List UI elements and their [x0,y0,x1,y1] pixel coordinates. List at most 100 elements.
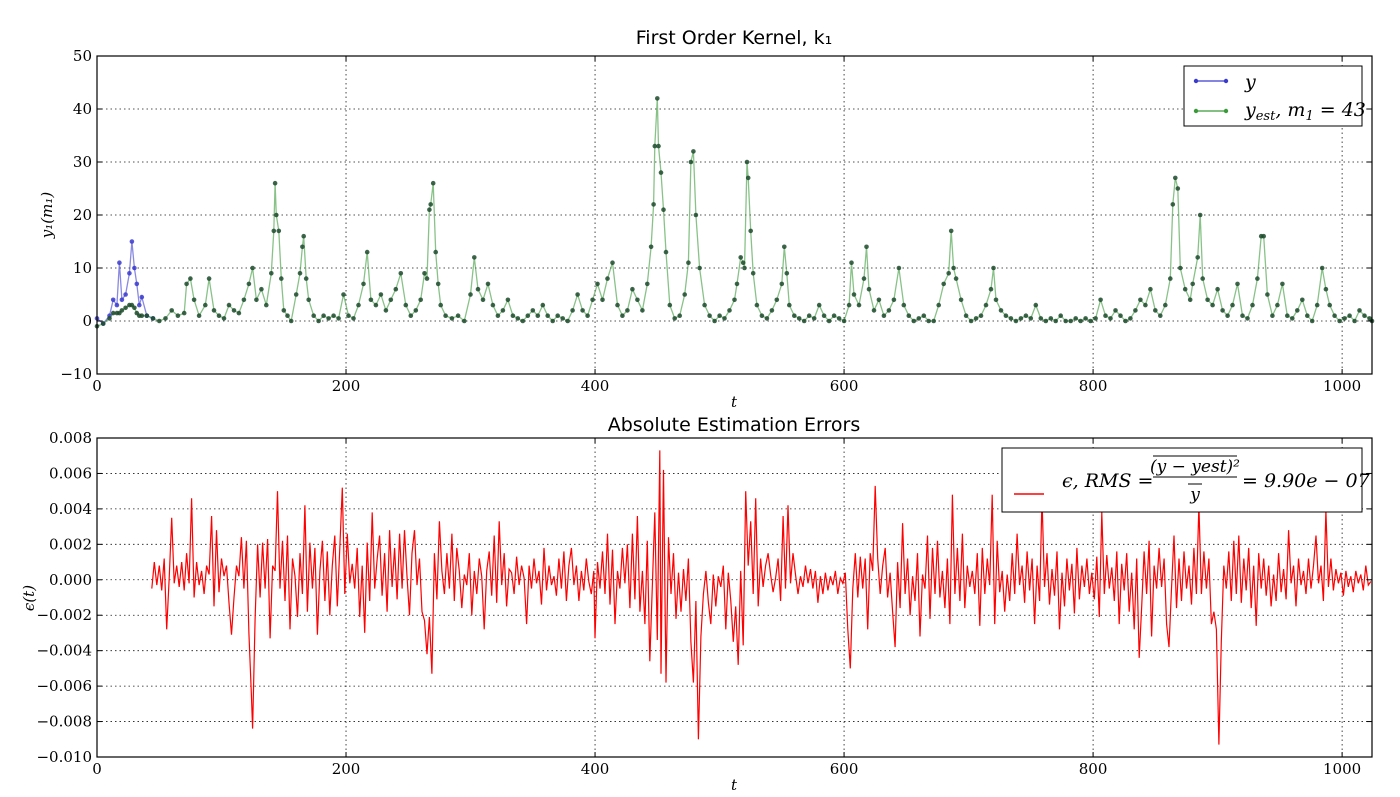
kernel-data-point [652,143,658,149]
kernel-data-point [132,265,137,271]
kernel-data-point [600,297,605,303]
kernel-data-point [433,249,439,255]
kernel-data-point [144,313,150,319]
kernel-data-point [1250,302,1255,308]
kernel-data-point [978,313,984,319]
kernel-data-point [1098,297,1103,303]
kernel-data-point [1138,297,1143,303]
kernel-data-point [301,233,307,239]
kernel-data-point [727,308,732,313]
kernel-data-point [480,297,486,303]
kernel-y-tick-label: 30 [73,153,92,171]
kernel-data-point [1347,313,1352,319]
kernel-data-point [510,313,516,319]
kernel-data-point [303,276,309,281]
kernel-data-point [906,313,912,319]
kernel-data-point [958,297,964,303]
kernel-data-point [931,318,936,324]
kernel-data-point [169,308,174,313]
kernel-data-point [693,212,699,218]
kernel-data-point [1220,308,1225,313]
kernel-data-point [462,318,467,324]
kernel-y-tick-label: 20 [73,206,92,224]
error-x-tick-label: 200 [332,760,361,778]
kernel-data-point [610,260,615,266]
kernel-data-point [383,308,389,313]
kernel-data-point [288,318,294,324]
kernel-data-point [993,297,999,303]
kernel-y-tick-label: 0 [82,312,92,330]
error-y-tick-label: −0.004 [36,642,92,660]
kernel-data-point [449,316,455,321]
kernel-data-point [351,316,356,321]
kernel-data-point [100,321,106,326]
legend-yest-sub: est [1256,109,1276,124]
kernel-data-point [1178,265,1183,271]
kernel-data-point [1143,302,1148,308]
kernel-data-point [368,297,374,303]
error-series-group [151,450,1372,745]
kernel-data-point [792,313,797,319]
kernel-data-point [1063,318,1068,324]
error-y-tick-label: 0.008 [49,429,92,447]
kernel-data-point [393,286,399,292]
kernel-data-point [1173,175,1178,181]
kernel-data-point [667,302,673,308]
kernel-data-point [1327,302,1332,308]
kernel-data-point [254,297,259,303]
kernel-data-point [831,313,837,319]
kernel-data-point [625,308,630,313]
kernel-data-point [811,316,817,321]
kernel-data-point [1352,318,1357,324]
kernel-data-point [438,302,444,308]
kernel-data-point [656,143,661,149]
kernel-data-point [1210,302,1215,308]
kernel-data-point [941,281,946,287]
error-legend: ϵ, RMS = (y − yest)² y = 9.90e − 07 [1001,447,1371,513]
kernel-data-point [555,313,560,319]
kernel-data-point [953,276,959,281]
kernel-data-point [293,292,299,297]
kernel-data-point [1053,318,1058,324]
kernel-data-point [428,202,434,207]
kernel-data-point [742,265,747,271]
kernel-data-point [418,297,424,303]
kernel-data-point [1003,313,1009,319]
error-y-tick-label: −0.006 [36,677,92,695]
kernel-data-point [540,302,546,308]
kernel-data-point [123,305,128,311]
kernel-data-point [615,302,620,308]
kernel-data-point [911,318,917,324]
kernel-data-point [648,244,654,250]
kernel-y-tick-label: 10 [73,259,92,277]
kernel-data-point [1357,308,1362,313]
error-y-tick-label: −0.010 [36,748,92,766]
kernel-data-point [272,180,278,186]
kernel-data-point [651,202,656,207]
kernel-data-point [196,313,202,319]
kernel-data-point [403,302,409,308]
kernel-x-tick-label: 800 [1079,377,1108,395]
kernel-data-point [259,286,264,292]
kernel-data-point [717,313,722,319]
kernel-data-point [1261,233,1266,239]
kernel-data-point [137,302,142,308]
kernel-data-point [373,302,379,308]
kernel-data-point [901,302,907,308]
kernel-data-point [341,292,346,297]
kernel-data-point [443,313,448,319]
kernel-data-point [1280,281,1285,287]
kernel-data-point [645,281,650,287]
kernel-data-point [661,207,666,212]
kernel-data-point [876,297,882,303]
kernel-y-tick-label: 40 [73,100,92,118]
kernel-series-line-0 [96,241,154,325]
kernel-data-point [505,297,511,303]
kernel-data-point [455,313,461,319]
error-legend-box [1001,447,1363,513]
kernel-data-point [427,207,432,212]
kernel-data-point [1008,316,1014,321]
kernel-chart-title: First Order Kernel, k₁ [636,27,832,49]
kernel-data-point [490,302,496,308]
